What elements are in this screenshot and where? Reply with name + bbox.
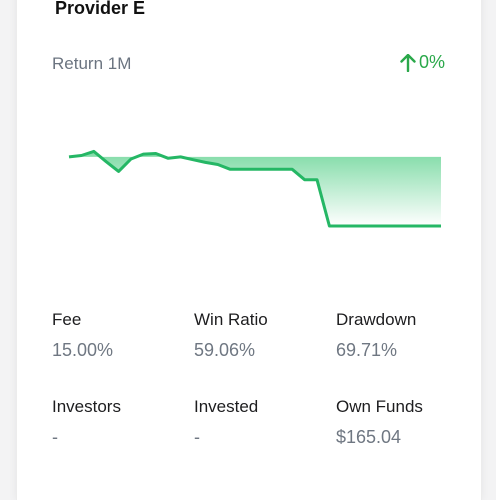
stat-own-funds: Own Funds $165.04 xyxy=(336,397,476,448)
stat-value: 15.00% xyxy=(52,340,114,360)
stat-win-ratio: Win Ratio 59.06% xyxy=(194,310,334,361)
stat-label: Invested xyxy=(194,397,259,416)
chart-series-line xyxy=(68,149,441,228)
arrow-up-icon xyxy=(400,53,416,72)
provider-name: Provider E xyxy=(55,0,146,18)
return-percent: 0% xyxy=(418,52,445,72)
stat-label: Win Ratio xyxy=(194,310,268,329)
return-chart xyxy=(68,149,441,228)
return-period-label: Return 1M xyxy=(52,54,132,73)
stat-value: $165.04 xyxy=(336,427,402,447)
stat-value: - xyxy=(52,427,58,447)
return-value: 0% xyxy=(400,52,445,73)
stat-value: - xyxy=(194,427,200,447)
chart-area-fill xyxy=(69,151,441,226)
provider-card[interactable]: Provider E Return 1M 0% Fee 15.00% Win R… xyxy=(16,0,482,500)
stat-invested: Invested - xyxy=(194,397,334,448)
stat-drawdown: Drawdown 69.71% xyxy=(336,310,476,361)
stat-value: 69.71% xyxy=(336,340,398,360)
stat-investors: Investors - xyxy=(52,397,192,448)
stat-label: Own Funds xyxy=(336,397,423,416)
stat-label: Drawdown xyxy=(336,310,417,329)
stat-label: Fee xyxy=(52,310,82,329)
stat-label: Investors xyxy=(52,397,121,416)
stat-fee: Fee 15.00% xyxy=(52,310,192,361)
stat-value: 59.06% xyxy=(194,340,256,360)
